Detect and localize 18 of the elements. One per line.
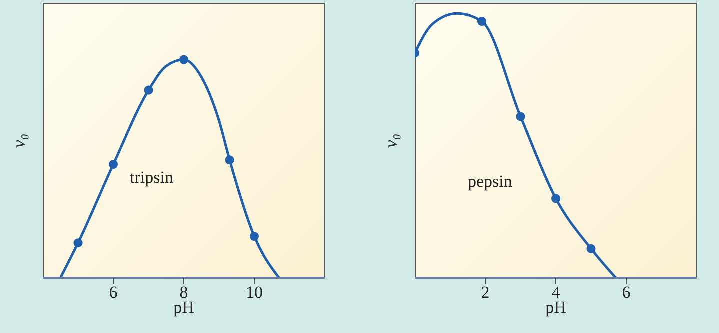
- point: [551, 194, 561, 204]
- annotation: tripsin: [130, 168, 174, 188]
- x-tick-label: 10: [246, 283, 263, 302]
- point: [179, 55, 189, 64]
- point: [516, 112, 526, 122]
- y-axis-title: v₀: [381, 133, 402, 148]
- x-tick-label: 6: [622, 283, 631, 302]
- point: [250, 232, 260, 242]
- point: [108, 160, 118, 170]
- y-axis-title: v₀: [9, 133, 30, 148]
- point: [586, 244, 596, 254]
- annotation: pepsin: [468, 172, 512, 192]
- point: [74, 238, 83, 248]
- x-tick-label: 6: [109, 283, 118, 302]
- point: [477, 17, 486, 26]
- point: [144, 86, 154, 95]
- point: [225, 156, 234, 165]
- x-tick-label: 2: [481, 283, 490, 302]
